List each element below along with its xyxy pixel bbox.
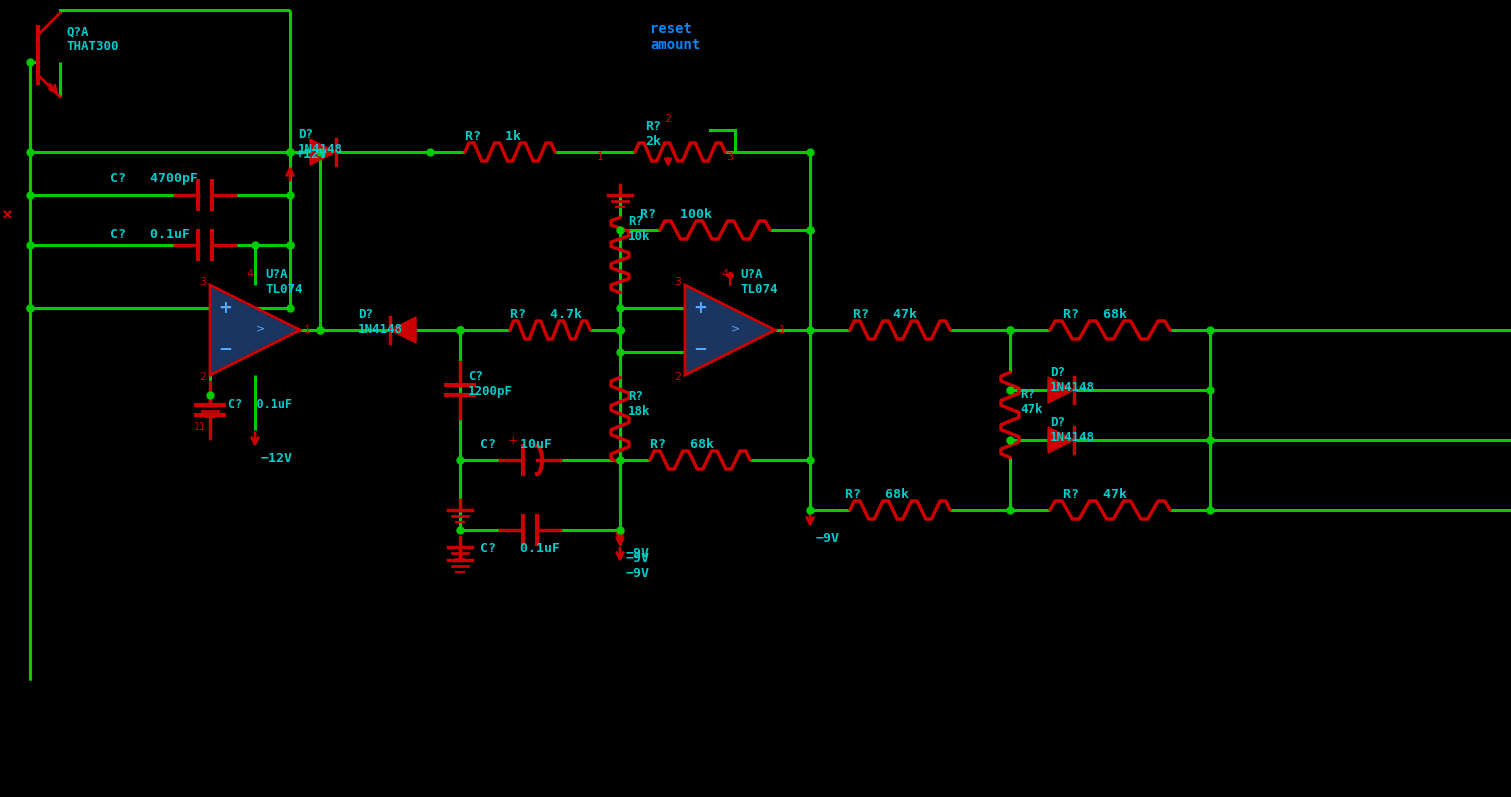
Text: D?
1N4148: D? 1N4148 [1050,366,1095,394]
Text: R?
47k: R? 47k [1020,388,1043,416]
Text: R?
2k: R? 2k [645,120,660,148]
Text: −9V: −9V [626,547,650,560]
Polygon shape [684,285,775,375]
Polygon shape [390,317,416,343]
Text: D?
1N4148: D? 1N4148 [358,308,403,336]
Text: >: > [255,323,264,333]
Text: 2: 2 [199,372,207,382]
Text: 1: 1 [778,325,786,335]
Text: R?   100k: R? 100k [641,208,712,221]
Text: R?
18k: R? 18k [629,390,651,418]
Text: +: + [218,299,233,317]
Text: 3: 3 [727,152,733,162]
Text: 2: 2 [674,372,681,382]
Text: −: − [218,339,233,357]
Text: R?   68k: R? 68k [650,438,715,451]
Polygon shape [1049,377,1074,403]
Text: reset
amount: reset amount [650,22,700,52]
Polygon shape [210,285,301,375]
Text: R?   1k: R? 1k [465,130,521,143]
Text: C?  0.1uF: C? 0.1uF [228,398,292,411]
Text: −9V: −9V [816,532,840,545]
Text: R?   4.7k: R? 4.7k [511,308,582,321]
Text: D?
1N4148: D? 1N4148 [1050,416,1095,444]
Text: −9V: −9V [626,567,650,580]
Text: Q?A
THAT300: Q?A THAT300 [66,25,118,53]
Text: 3: 3 [199,277,207,287]
Text: −9V: −9V [626,552,650,565]
Text: >: > [730,323,739,333]
Text: R?   47k: R? 47k [854,308,917,321]
Polygon shape [1049,427,1074,453]
Text: +12V: +12V [296,148,328,161]
Text: 2: 2 [665,114,671,124]
Text: C?   4700pF: C? 4700pF [110,172,198,185]
Text: +: + [508,434,518,447]
Text: R?   68k: R? 68k [1064,308,1127,321]
Text: R?   68k: R? 68k [845,488,910,501]
Text: 1: 1 [304,325,310,335]
Text: U?A
TL074: U?A TL074 [740,268,778,296]
Text: 4: 4 [721,269,728,279]
Text: R?
10k: R? 10k [629,215,651,243]
Text: C?
1200pF: C? 1200pF [468,370,514,398]
Text: C?   10uF: C? 10uF [480,438,552,451]
Text: C?   0.1uF: C? 0.1uF [110,228,190,241]
Text: 1: 1 [597,152,603,162]
Text: 4: 4 [246,269,254,279]
Text: R?   47k: R? 47k [1064,488,1127,501]
Polygon shape [310,139,335,165]
Text: D?
1N4148: D? 1N4148 [298,128,343,156]
Text: −12V: −12V [261,452,293,465]
Text: 3: 3 [674,277,681,287]
Text: ×: × [2,206,12,224]
Text: C?   0.1uF: C? 0.1uF [480,542,561,555]
Text: U?A
TL074: U?A TL074 [264,268,302,296]
Text: −: − [694,339,707,357]
Text: 11: 11 [193,422,205,432]
Text: +: + [694,299,707,317]
